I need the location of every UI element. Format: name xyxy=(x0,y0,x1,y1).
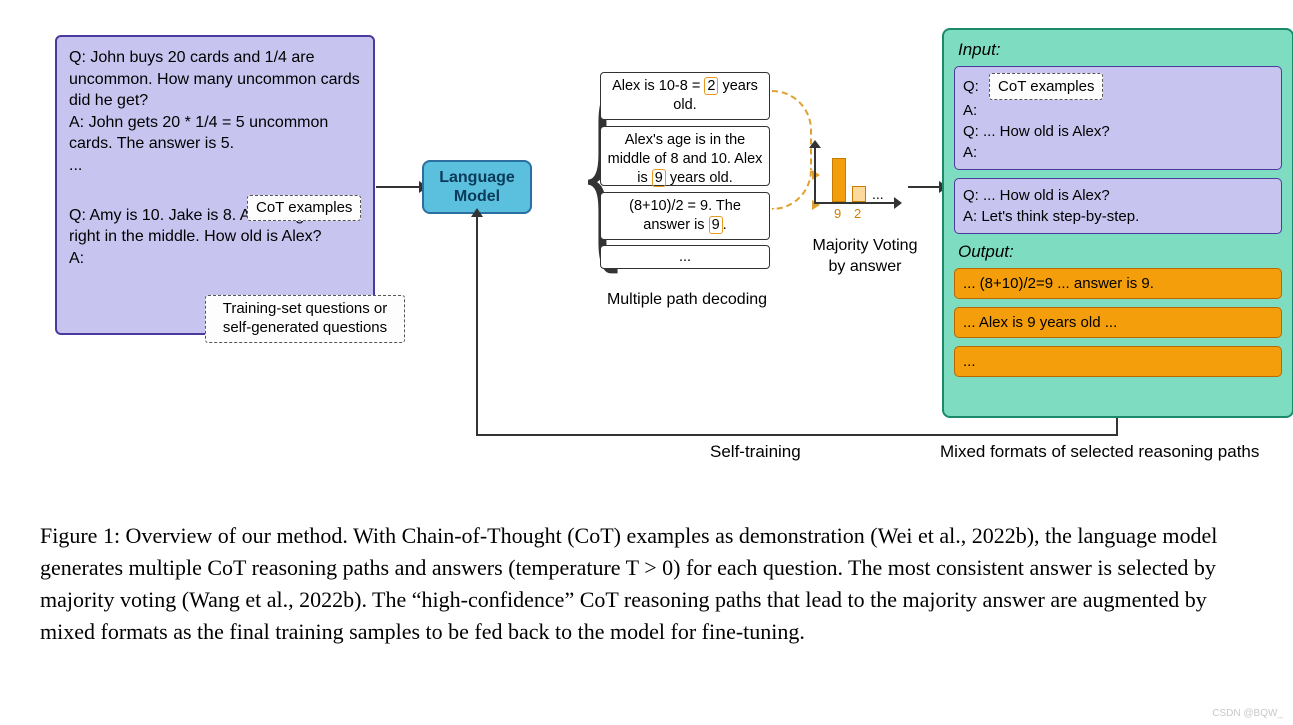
decode-path-2: Alex's age is in the middle of 8 and 10.… xyxy=(600,126,770,186)
chart-x-axis xyxy=(814,202,896,204)
decode3-post: . xyxy=(723,217,727,233)
prompt-box: Q: John buys 20 cards and 1/4 are uncomm… xyxy=(55,35,375,335)
decode-path-3: (8+10)/2 = 9. The answer is 9. xyxy=(600,192,770,240)
majority-voting-label: Majority Voting by answer xyxy=(810,236,920,278)
decode-path-1: Alex is 10-8 = 2 years old. xyxy=(600,72,770,120)
arrow-chart-to-output xyxy=(908,186,940,188)
ib1-a1: A: xyxy=(963,100,1273,121)
multiple-path-decoding-label: Multiple path decoding xyxy=(602,290,772,311)
output-panel: Input: Q: CoT examples A: Q: ... How old… xyxy=(942,28,1293,418)
qa2-answer: A: xyxy=(69,248,361,270)
qa1-question: Q: John buys 20 cards and 1/4 are uncomm… xyxy=(69,47,361,112)
ellipsis: ... xyxy=(69,155,361,177)
chart-x-arrowhead xyxy=(894,197,902,209)
ib2-a: A: Let's think step-by-step. xyxy=(963,206,1273,227)
ib1-cot-label: CoT examples xyxy=(989,73,1103,100)
ib1-a2: A: xyxy=(963,142,1273,163)
decode1-pre: Alex is 10-8 = xyxy=(612,78,704,94)
ib1-q2: Q: ... How old is Alex? xyxy=(963,121,1273,142)
qa1-answer: A: John gets 20 * 1/4 = 5 uncommon cards… xyxy=(69,112,361,155)
chart-xlabel-2: 2 xyxy=(854,206,861,221)
input-block-1: Q: CoT examples A: Q: ... How old is Ale… xyxy=(954,66,1282,170)
cot-examples-label: CoT examples xyxy=(247,195,361,221)
chart-bar-2 xyxy=(852,186,866,202)
watermark: CSDN @BQW_ xyxy=(1212,708,1283,719)
decode2-highlight: 9 xyxy=(652,169,666,187)
training-set-questions-label: Training-set questions or self-generated… xyxy=(205,295,405,343)
mixed-formats-label: Mixed formats of selected reasoning path… xyxy=(940,442,1259,462)
feedback-arrow-v2 xyxy=(476,216,478,434)
language-model-box: Language Model xyxy=(422,160,532,214)
input-block-2: Q: ... How old is Alex? A: Let's think s… xyxy=(954,178,1282,234)
output-row-3: ... xyxy=(954,346,1282,377)
chart-y-arrowhead xyxy=(809,140,821,148)
output-row-2: ... Alex is 9 years old ... xyxy=(954,307,1282,338)
output-row-1: ... (8+10)/2=9 ... answer is 9. xyxy=(954,268,1282,299)
majority-voting-chart: 9 2 ... xyxy=(804,146,904,216)
self-training-label: Self-training xyxy=(710,442,801,462)
ib2-q: Q: ... How old is Alex? xyxy=(963,185,1273,206)
decode4-pre: ... xyxy=(679,248,691,267)
decode2-post: years old. xyxy=(666,170,733,186)
chart-y-axis xyxy=(814,146,816,202)
chart-xlabel-1: 9 xyxy=(834,206,841,221)
decode-path-4: ... xyxy=(600,245,770,269)
feedback-arrow-v1 xyxy=(1116,418,1118,434)
input-heading: Input: xyxy=(958,40,1282,60)
ib1-q1: Q: xyxy=(963,78,979,95)
chart-bar-1 xyxy=(832,158,846,202)
arrow-prompt-to-lm xyxy=(376,186,420,188)
diagram-area: Q: John buys 20 cards and 1/4 are uncomm… xyxy=(20,20,1273,470)
feedback-arrow-h xyxy=(476,434,1118,436)
decode1-highlight: 2 xyxy=(704,77,718,95)
chart-ellipsis: ... xyxy=(872,186,884,202)
figure-caption: Figure 1: Overview of our method. With C… xyxy=(40,520,1240,648)
decode3-highlight: 9 xyxy=(709,216,723,234)
output-heading: Output: xyxy=(958,242,1282,262)
